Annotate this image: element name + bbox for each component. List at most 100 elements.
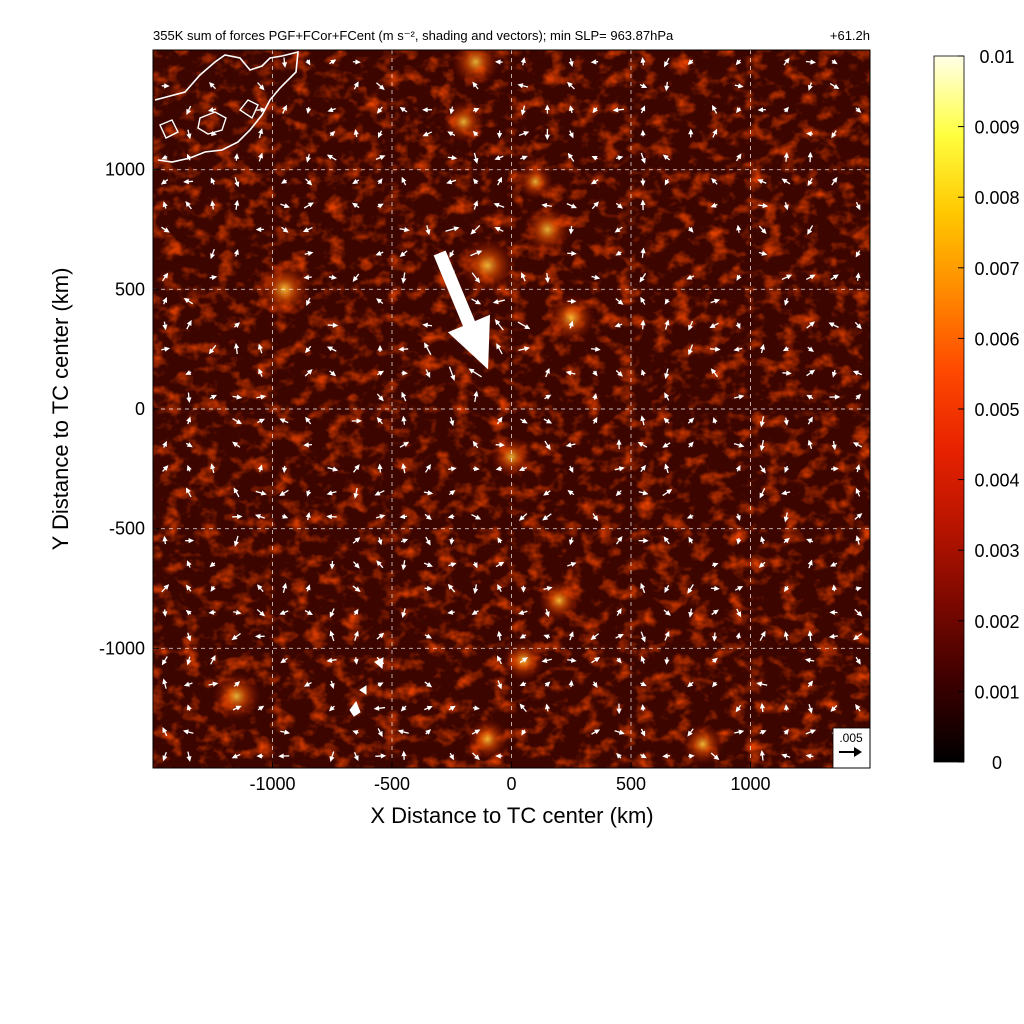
colorbar-tick-label: 0.001	[974, 682, 1019, 702]
vector-arrow	[758, 561, 766, 568]
vector-arrow	[806, 538, 814, 544]
vector-arrow	[497, 583, 503, 593]
vector-arrow	[638, 490, 649, 496]
vector-arrow	[640, 753, 647, 759]
vector-arrow	[423, 562, 433, 567]
vector-arrow	[447, 155, 458, 161]
vector-arrow	[662, 753, 671, 759]
vector-arrow	[471, 272, 481, 284]
vector-arrow	[734, 83, 744, 89]
vector-arrow	[592, 370, 598, 377]
vector-arrow	[687, 584, 694, 594]
vector-arrow	[472, 561, 478, 569]
vector-arrow	[519, 633, 527, 639]
y-tick-label: 1000	[105, 160, 145, 180]
vector-arrow	[615, 535, 623, 545]
vector-arrow	[183, 681, 193, 687]
vector-arrow	[829, 561, 838, 567]
vector-arrow	[615, 202, 623, 209]
vector-arrow	[759, 702, 766, 713]
vector-arrow	[255, 490, 267, 496]
vector-arrow	[208, 82, 216, 90]
vector-arrow	[377, 728, 383, 738]
vector-arrow	[784, 465, 790, 473]
vector-arrow	[784, 585, 790, 592]
vector-arrow	[806, 131, 813, 137]
vector-arrow	[640, 105, 646, 114]
vector-arrow	[400, 705, 407, 712]
vector-arrow	[470, 225, 481, 235]
vector-arrow	[376, 632, 385, 640]
vector-arrow	[471, 609, 479, 615]
vector-arrow	[521, 729, 527, 736]
vector-arrow	[258, 152, 263, 162]
vector-arrow	[161, 272, 169, 282]
vector-arrow	[831, 176, 838, 186]
vector-arrow	[565, 370, 576, 376]
vector-arrow	[399, 514, 408, 520]
hotspot	[460, 238, 515, 293]
vector-arrow	[568, 225, 574, 235]
vector-arrow	[735, 464, 741, 472]
vector-arrow	[520, 418, 528, 424]
vector-arrow	[209, 394, 218, 400]
vector-arrow	[329, 608, 335, 618]
vector-arrow	[424, 633, 433, 639]
vector-arrow	[494, 155, 504, 161]
vector-arrow	[544, 394, 552, 400]
vector-arrow	[640, 369, 646, 376]
vector-arrow	[233, 248, 239, 257]
vector-arrow	[257, 464, 263, 472]
vector-arrow	[161, 83, 170, 89]
vector-arrow	[758, 250, 768, 256]
vector-arrow	[305, 59, 311, 66]
vector-arrow	[710, 346, 721, 352]
vector-arrow	[208, 681, 219, 687]
colorbar-tick-label: 0	[992, 753, 1002, 773]
y-tick-label: -1000	[99, 638, 145, 658]
vector-arrow	[565, 442, 576, 448]
colorbar-tick-label: 0.008	[974, 188, 1019, 208]
vector-arrow	[591, 657, 601, 664]
vector-arrow	[327, 107, 336, 113]
vector-arrow	[855, 487, 861, 497]
vector-arrow	[640, 582, 646, 594]
vector-arrow	[687, 344, 694, 356]
vector-arrow	[662, 442, 671, 448]
vector-arrow	[664, 392, 670, 401]
vector-arrow	[518, 609, 528, 615]
vector-arrow	[210, 177, 216, 185]
vector-arrow	[305, 107, 312, 114]
vector-arrow	[662, 489, 673, 497]
vector-arrow	[424, 705, 433, 711]
vector-arrow	[855, 535, 861, 545]
vector-arrow	[615, 634, 624, 639]
vector-arrow	[518, 513, 528, 521]
vector-arrow	[804, 657, 815, 663]
vector-arrow	[303, 202, 314, 209]
vector-arrow	[279, 489, 289, 496]
vector-arrow	[640, 681, 647, 687]
vector-arrow	[544, 608, 550, 618]
vector-arrow	[328, 274, 338, 280]
hotspot	[538, 579, 581, 622]
vector-arrow	[401, 272, 407, 284]
vector-arrow	[831, 130, 837, 139]
vector-arrow	[376, 106, 383, 114]
vector-arrow	[520, 57, 526, 66]
vector-arrow	[256, 107, 267, 113]
vector-arrow	[640, 296, 646, 305]
vector-arrow	[541, 657, 552, 663]
vector-arrow	[471, 729, 481, 735]
vector-arrow	[304, 609, 313, 616]
vector-arrow	[783, 704, 790, 711]
vector-arrow	[472, 705, 480, 711]
vector-arrow	[805, 274, 816, 281]
vector-arrow	[258, 368, 264, 377]
vector-arrow	[639, 273, 647, 283]
vector-arrow	[209, 561, 216, 568]
vector-arrow	[831, 584, 837, 592]
vector-arrow	[736, 224, 742, 233]
vector-arrow	[614, 729, 625, 735]
